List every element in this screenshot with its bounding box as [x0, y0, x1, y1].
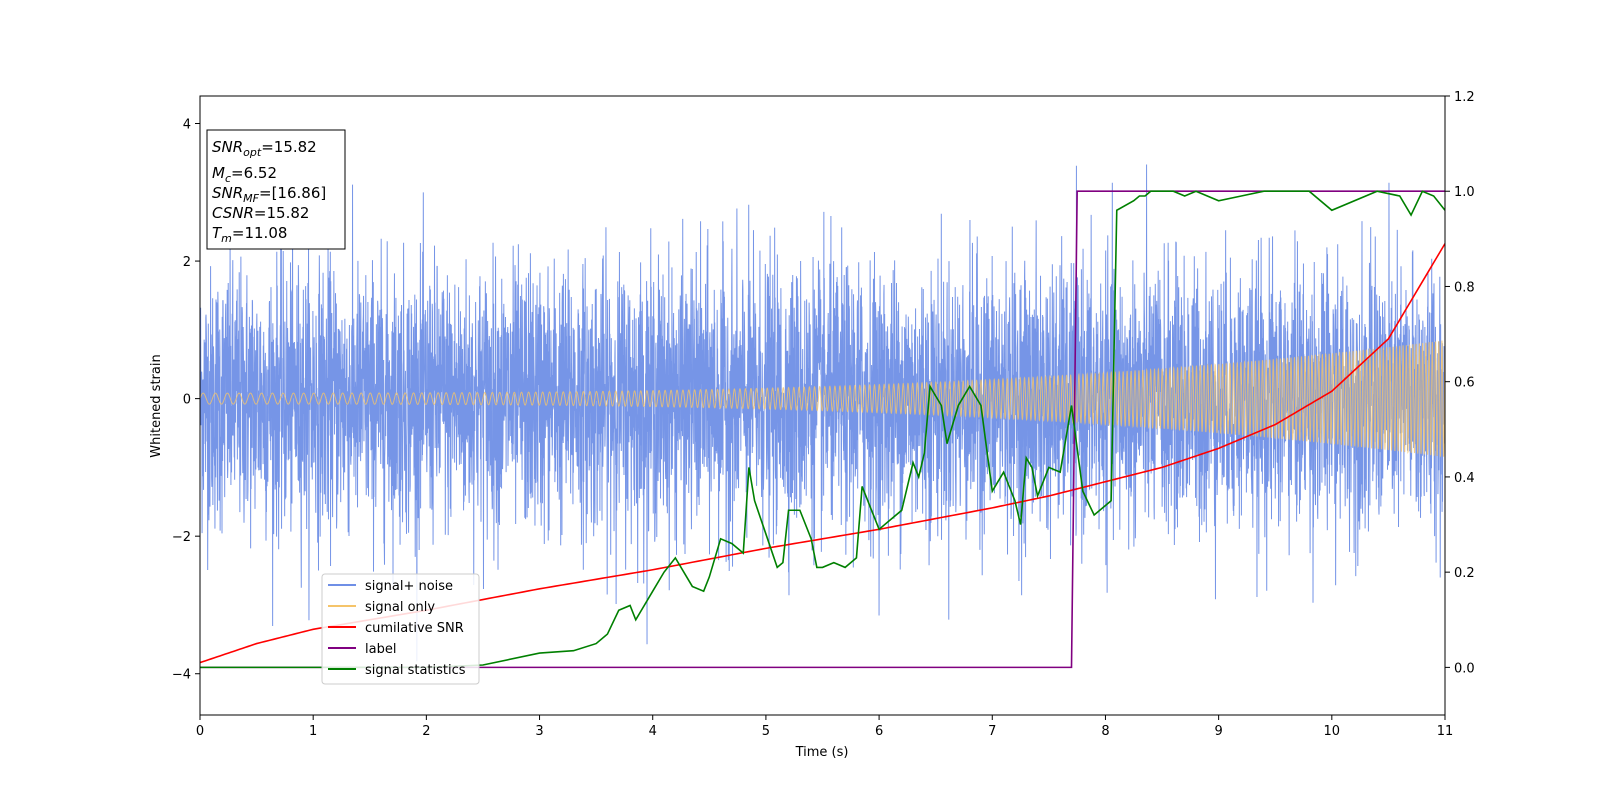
annotation-mc: Mc=6.52 [212, 164, 277, 185]
y-tick-label: 0 [183, 393, 191, 408]
legend-label-signal-noise: signal+ noise [365, 579, 453, 594]
y-axis-label: Whitened strain [149, 354, 164, 457]
y2-tick-label: 0.2 [1454, 566, 1475, 581]
x-tick-label: 1 [309, 724, 317, 739]
annotation-frame [206, 129, 346, 250]
y-tick-label: −2 [172, 530, 191, 545]
annotation-tm: Tm=11.08 [212, 224, 287, 245]
y-tick-label: 2 [183, 255, 191, 270]
legend: signal+ noise signal only cumilative SNR… [321, 573, 480, 685]
x-tick-label: 5 [762, 724, 770, 739]
axes-frame [199, 95, 1446, 716]
x-tick-label: 6 [875, 724, 883, 739]
annotation-snr-mf: SNRMF=[16.86] [212, 184, 326, 205]
y2-tick-label: 0.0 [1454, 661, 1475, 676]
legend-label-signal-statistics: signal statistics [365, 663, 466, 678]
axis-ticks: 0 1 2 3 4 5 6 7 8 9 10 11 4 2 0 −2 −4 1.2 1.0 0.8 0.6 0.4 0.2 0… [172, 90, 1475, 739]
series-signal-noise-line [200, 164, 1445, 662]
legend-label-signal-only: signal only [365, 600, 435, 615]
y2-tick-label: 1.0 [1454, 185, 1475, 200]
x-tick-label: 9 [1214, 724, 1222, 739]
x-tick-label: 3 [535, 724, 543, 739]
x-tick-label: 8 [1101, 724, 1109, 739]
annotation-csnr: CSNR=15.82 [212, 204, 309, 222]
y-tick-label: 4 [183, 118, 191, 133]
y2-tick-label: 0.8 [1454, 280, 1475, 295]
x-tick-label: 11 [1437, 724, 1454, 739]
legend-label-label: label [365, 642, 396, 657]
x-tick-label: 2 [422, 724, 430, 739]
legend-frame [321, 573, 480, 685]
y-tick-label: −4 [172, 668, 191, 683]
annotation-box: SNRopt=15.82 Mc=6.52 SNRMF=[16.86] CSNR=… [206, 129, 346, 250]
x-tick-label: 4 [649, 724, 657, 739]
y2-tick-label: 1.2 [1454, 90, 1475, 105]
x-tick-label: 10 [1324, 724, 1341, 739]
series-signal-statistics-line [200, 190, 1445, 669]
x-tick-label: 7 [988, 724, 996, 739]
y2-tick-label: 0.4 [1454, 471, 1475, 486]
x-axis-label: Time (s) [795, 745, 849, 760]
series-signal-only-line [200, 340, 1445, 458]
annotation-snr-opt: SNRopt=15.82 [212, 138, 317, 159]
y2-tick-label: 0.6 [1454, 376, 1475, 391]
legend-label-cumulative-snr: cumilative SNR [365, 621, 464, 636]
x-tick-label: 0 [196, 724, 204, 739]
